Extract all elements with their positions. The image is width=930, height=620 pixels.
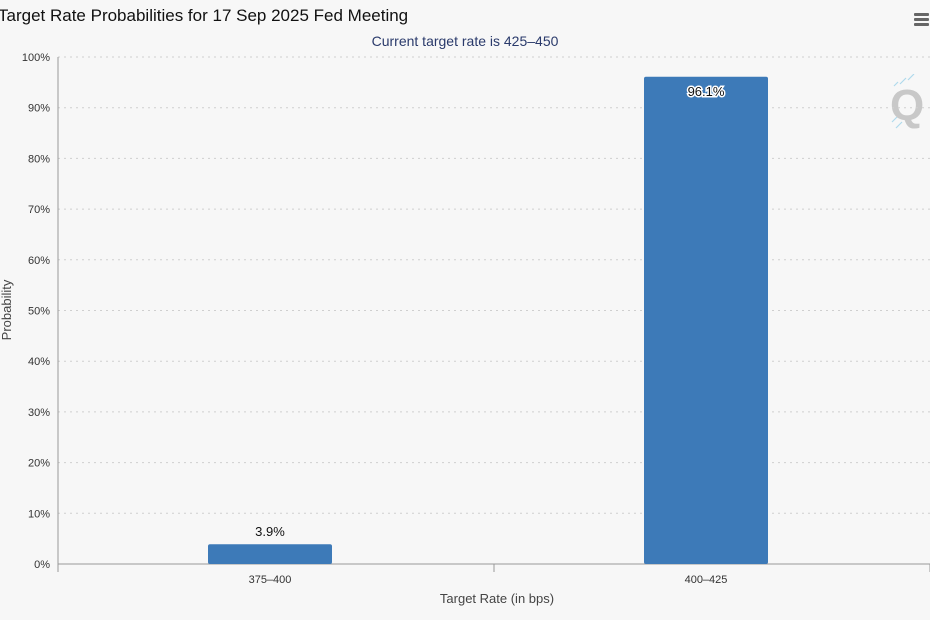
x-tick-label: 400–425 <box>685 574 728 586</box>
svg-text:Q: Q <box>890 81 924 130</box>
y-tick-label: 60% <box>28 255 50 267</box>
y-tick-label: 90% <box>28 103 50 115</box>
y-tick-label: 70% <box>28 204 50 216</box>
gridlines <box>58 56 930 514</box>
bar[interactable] <box>208 544 332 564</box>
data-label: 3.9% <box>255 524 285 539</box>
bars <box>208 76 768 564</box>
x-axis-title: Target Rate (in bps) <box>440 591 554 606</box>
chart-subtitle: Current target rate is 425–450 <box>371 33 559 49</box>
x-tick-label: 375–400 <box>249 574 292 586</box>
y-tick-label: 40% <box>28 356 50 368</box>
y-axis-title: Probability <box>0 279 14 340</box>
y-tick-label: 0% <box>34 559 50 571</box>
y-tick-label: 10% <box>28 508 50 520</box>
y-tick-label: 100% <box>22 52 50 64</box>
y-tick-label: 20% <box>28 458 50 470</box>
bar[interactable] <box>644 76 768 564</box>
data-label: 96.1% <box>688 84 725 99</box>
y-tick-label: 50% <box>28 306 50 318</box>
labels: 0% 10% 20% 30% 40% 50% 60% 70% 80% 90% 100% 375–400… <box>22 52 728 586</box>
axes <box>57 57 930 572</box>
watermark-logo: Q <box>890 74 924 130</box>
y-tick-label: 80% <box>28 153 50 165</box>
chart-title: Target Rate Probabilities for 17 Sep 202… <box>0 6 409 25</box>
y-tick-label: 30% <box>28 407 50 419</box>
hamburger-menu-icon[interactable] <box>910 11 930 29</box>
